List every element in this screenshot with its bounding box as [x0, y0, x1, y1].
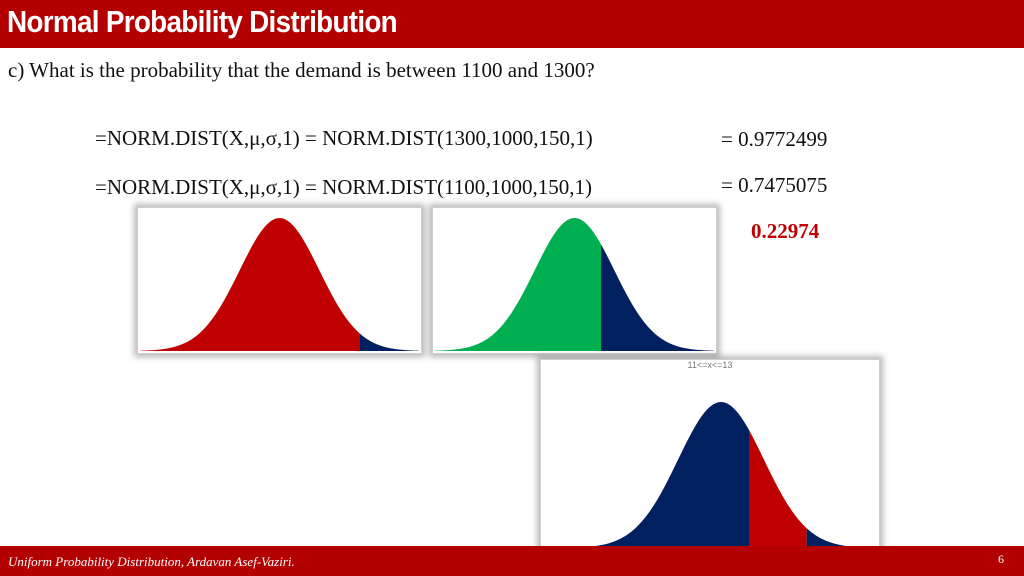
page-number: 6 [998, 552, 1004, 566]
shaded-region-below-1300 [140, 218, 360, 351]
slide-title: Normal Probability Distribution [7, 4, 398, 39]
shaded-region-below-1100 [435, 218, 602, 351]
normal-curve-panel-between: 11<=x<=13 [540, 359, 880, 551]
question-text: c) What is the probability that the dema… [8, 58, 595, 82]
formula-result-1100: = 0.7475075 [721, 173, 828, 197]
normal-curve-1300 [140, 218, 419, 351]
probability-answer: 0.22974 [751, 219, 820, 243]
footer-text: Uniform Probability Distribution, Ardava… [8, 554, 295, 569]
normal-curve-panel-1300 [137, 207, 422, 354]
formula-line-1100: =NORM.DIST(X,μ,σ,1) = NORM.DIST(1100,100… [95, 175, 592, 199]
normal-curve-panel-1100 [432, 207, 717, 354]
shaded-region-below-1100 [571, 402, 750, 548]
footer-bar: Uniform Probability Distribution, Ardava… [0, 546, 1024, 576]
shaded-region-above-1100 [601, 244, 714, 351]
shaded-region-above-1300 [806, 528, 871, 548]
formula-line-1300: =NORM.DIST(X,μ,σ,1) = NORM.DIST(1300,100… [95, 126, 593, 150]
formula-result-1300: = 0.9772499 [721, 127, 828, 151]
curve-label: 11<=x<=13 [687, 360, 733, 370]
normal-curve-between [571, 402, 871, 548]
shaded-region-above-1300 [359, 333, 419, 351]
title-bar: Normal Probability Distribution [0, 0, 1024, 48]
shaded-region-between [749, 431, 807, 548]
normal-curve-1100 [435, 218, 714, 351]
